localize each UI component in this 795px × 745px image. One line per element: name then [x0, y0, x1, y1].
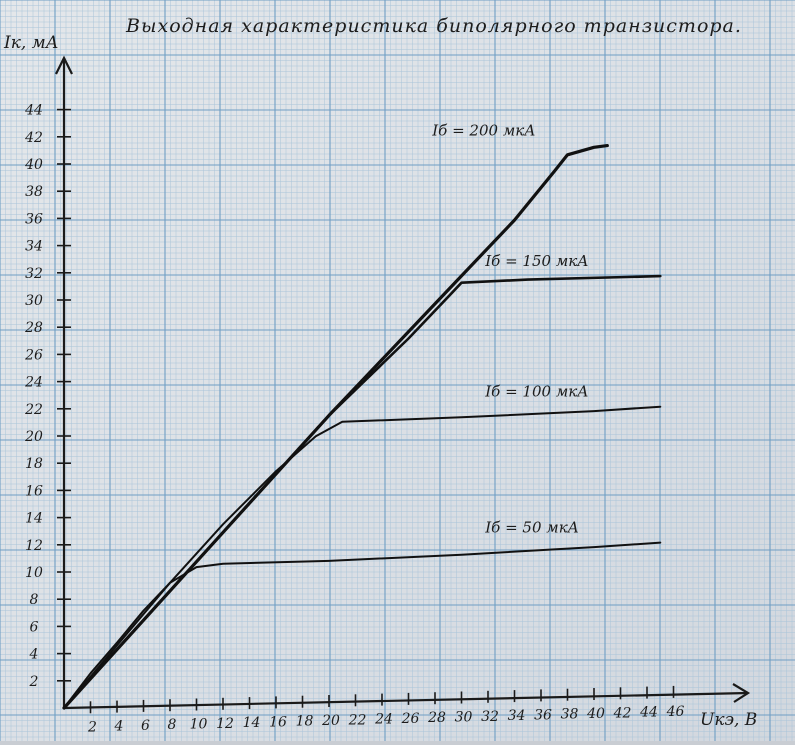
x-tick-label: 34: [508, 708, 526, 724]
x-tick-label: 10: [190, 717, 208, 733]
series-line-1: [63, 541, 662, 709]
x-tick-label: 28: [427, 710, 446, 726]
y-tick-label: 38: [25, 184, 43, 200]
series-line-4: [62, 144, 609, 710]
y-tick-label: 22: [24, 402, 43, 418]
x-tick-label: 26: [401, 711, 420, 727]
chart-title: Выходная характеристика биполярного тран…: [125, 15, 742, 37]
y-tick-label: 10: [25, 565, 43, 581]
y-tick-label: 30: [25, 293, 43, 309]
y-tick-label: 6: [30, 619, 39, 635]
x-tick-label: 12: [216, 716, 234, 732]
y-tick-label: 14: [25, 511, 43, 527]
y-tick-label: 26: [24, 347, 43, 363]
x-tick-label: 38: [561, 707, 579, 723]
y-tick-label: 28: [24, 320, 43, 336]
series-line-2: [63, 405, 662, 709]
x-tick-label: 18: [296, 714, 314, 730]
y-tick-label: 42: [24, 130, 43, 146]
x-tick-label: 40: [586, 706, 605, 722]
y-tick-label: 44: [24, 103, 43, 119]
series-label-2: Iб = 100 мкА: [484, 383, 588, 401]
series-group: [62, 144, 662, 710]
y-tick-label: 32: [25, 266, 43, 282]
x-tick-label: 16: [269, 714, 287, 730]
x-tick-label: 44: [639, 705, 658, 721]
series-label-group: Iб = 50 мкА Iб = 100 мкА Iб = 150 мкА Iб = …: [431, 122, 588, 537]
x-tick-label: 8: [168, 717, 177, 733]
series-label-4: Iб = 200 мкА: [431, 122, 535, 140]
x-axis-label: Uкэ, В: [700, 710, 757, 730]
series-label-1: Iб = 50 мкА: [484, 519, 579, 537]
y-tick-label: 4: [29, 647, 39, 663]
y-tick-label: 18: [25, 456, 43, 472]
y-tick-label: 40: [24, 157, 43, 173]
y-tick-label: 34: [25, 239, 43, 255]
x-tick-group: 2 4 6 8 10 12 14 16 18 20 22 24 26 28 30 32 34 36 38 40 42 44…: [87, 685, 685, 735]
y-tick-label: 20: [24, 429, 43, 445]
x-tick-label: 36: [534, 707, 552, 723]
x-tick-label: 20: [321, 713, 340, 729]
x-tick-label: 30: [455, 710, 473, 726]
y-tick-label: 16: [25, 483, 43, 499]
y-tick-label: 36: [25, 211, 43, 227]
y-axis-label: Iк, мА: [3, 33, 59, 53]
x-tick-label: 2: [87, 719, 97, 735]
x-tick-label: 42: [613, 705, 632, 721]
x-tick-label: 6: [141, 718, 150, 734]
y-tick-label: 8: [30, 592, 39, 608]
x-axis-arrow-icon: [732, 683, 751, 703]
x-axis-line: [63, 691, 749, 710]
x-tick-label: 4: [114, 719, 124, 735]
y-axis-arrow-icon: [55, 55, 73, 75]
x-tick-label: 14: [243, 715, 261, 731]
x-tick-label: 32: [481, 709, 499, 725]
x-tick-label: 46: [666, 704, 685, 720]
series-label-3: Iб = 150 мкА: [484, 252, 588, 270]
x-tick-label: 24: [374, 712, 393, 728]
y-tick-label: 2: [29, 674, 39, 690]
y-tick-label: 24: [24, 375, 43, 391]
x-tick-label: 22: [348, 712, 367, 728]
y-tick-label: 12: [25, 538, 43, 554]
